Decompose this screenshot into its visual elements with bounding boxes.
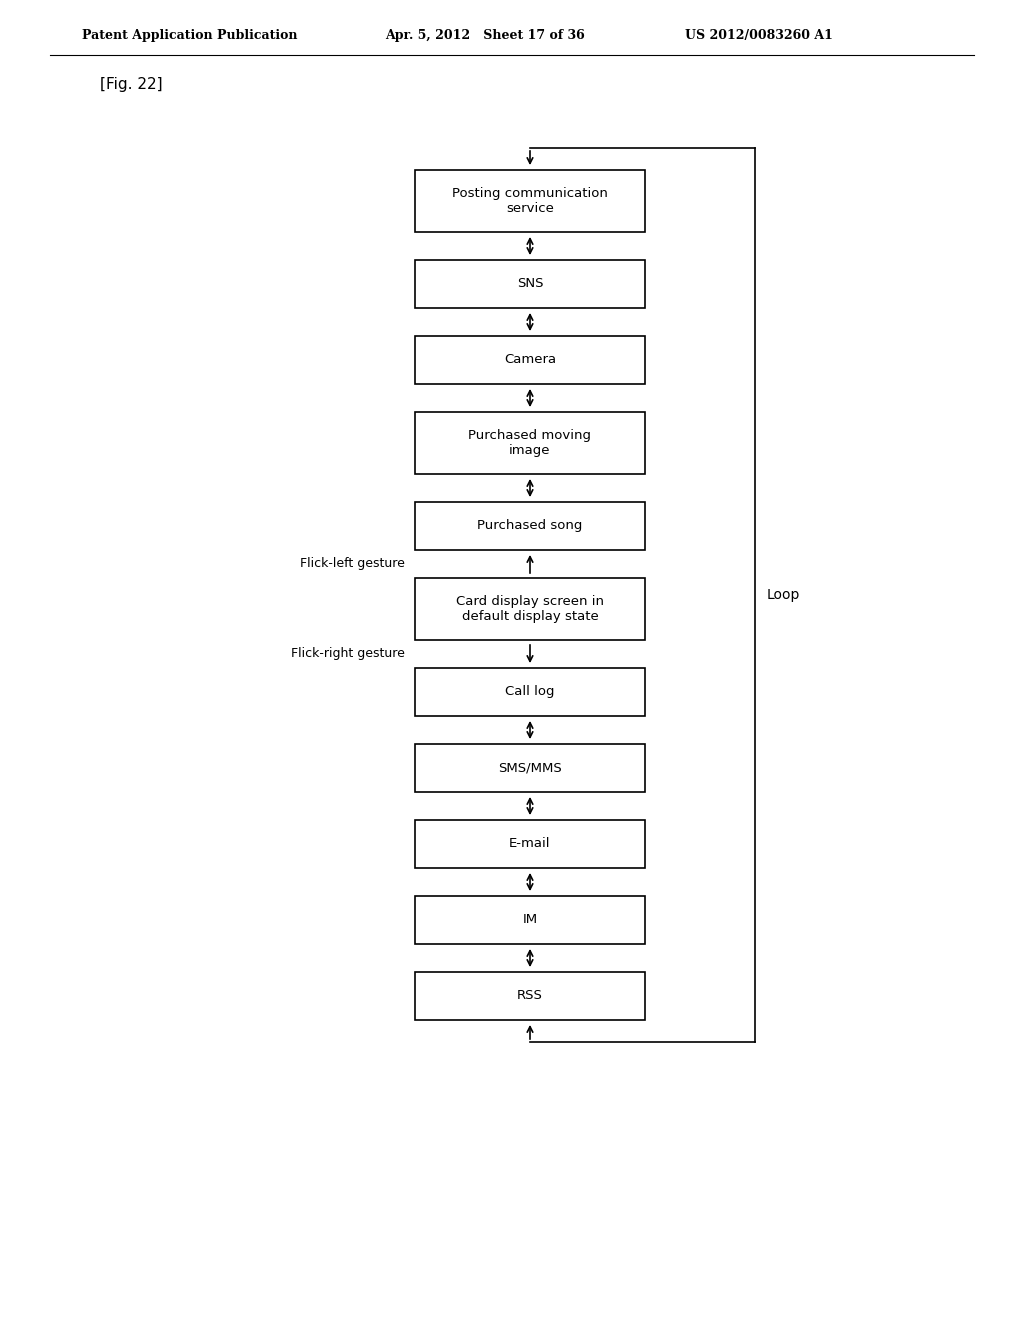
Text: US 2012/0083260 A1: US 2012/0083260 A1 (685, 29, 833, 41)
Text: Purchased moving
image: Purchased moving image (469, 429, 592, 457)
Bar (415, 337, 645, 384)
Text: Posting communication
service: Posting communication service (452, 187, 608, 215)
Bar (415, 502, 645, 550)
Text: Call log: Call log (505, 685, 555, 698)
Bar (415, 896, 645, 944)
Bar (415, 744, 645, 792)
Text: Purchased song: Purchased song (477, 520, 583, 532)
Text: SMS/MMS: SMS/MMS (498, 762, 562, 775)
Text: Card display screen in
default display state: Card display screen in default display s… (456, 595, 604, 623)
Text: SNS: SNS (517, 277, 544, 290)
Bar (415, 260, 645, 308)
Text: Loop: Loop (767, 587, 801, 602)
Bar (415, 668, 645, 715)
Text: RSS: RSS (517, 990, 543, 1002)
Text: [Fig. 22]: [Fig. 22] (100, 78, 163, 92)
Text: E-mail: E-mail (509, 837, 551, 850)
Bar (415, 972, 645, 1020)
Text: Flick-right gesture: Flick-right gesture (291, 648, 406, 660)
Bar (415, 820, 645, 869)
Text: Apr. 5, 2012   Sheet 17 of 36: Apr. 5, 2012 Sheet 17 of 36 (385, 29, 585, 41)
Text: Patent Application Publication: Patent Application Publication (82, 29, 298, 41)
Bar (415, 412, 645, 474)
Text: Flick-left gesture: Flick-left gesture (300, 557, 406, 570)
Text: Camera: Camera (504, 354, 556, 367)
Bar (415, 578, 645, 640)
Bar (415, 170, 645, 232)
Text: IM: IM (522, 913, 538, 927)
